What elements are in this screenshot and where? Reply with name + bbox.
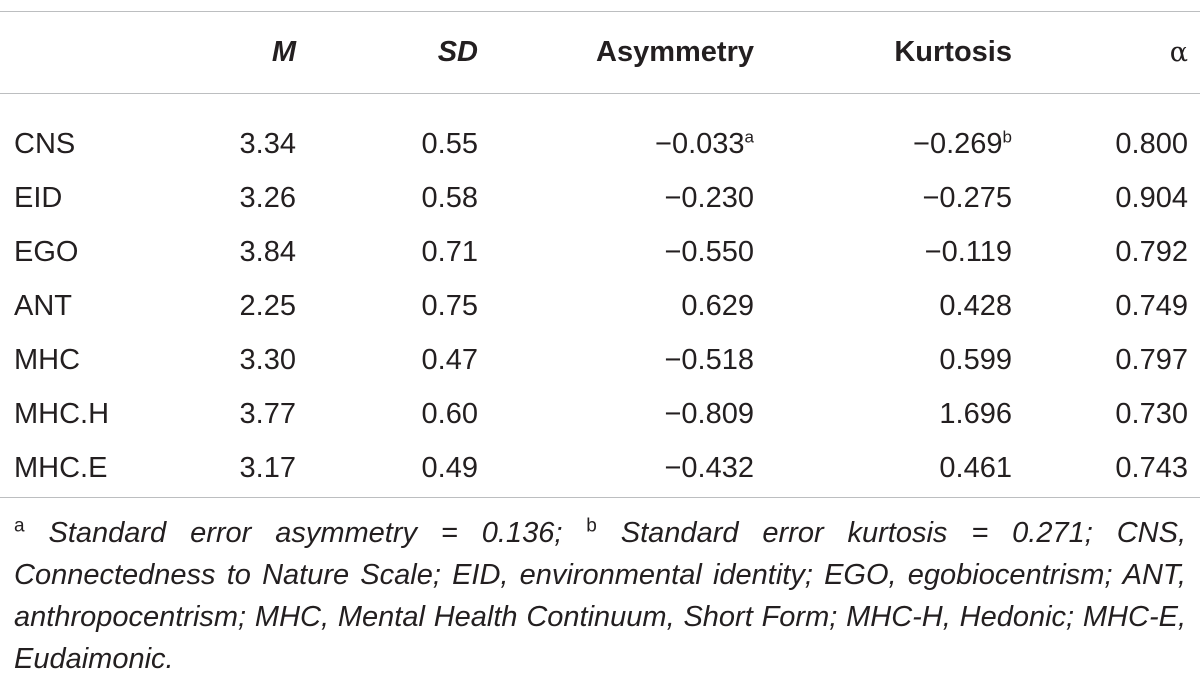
table-row: EID 3.26 0.58 −0.230 −0.275 0.904	[0, 171, 1200, 225]
table-row: MHC.E 3.17 0.49 −0.432 0.461 0.743	[0, 441, 1200, 495]
table-row: MHC.H 3.77 0.60 −0.809 1.696 0.730	[0, 387, 1200, 441]
cell-m: 3.30	[239, 343, 296, 376]
cell-asymmetry: −0.550	[664, 235, 754, 268]
cell-asymmetry: −0.230	[664, 181, 754, 214]
row-label: ANT	[14, 289, 72, 322]
cell-m: 3.17	[239, 451, 296, 484]
asymmetry-value: −0.033	[655, 127, 745, 160]
row-label: EGO	[14, 235, 79, 268]
row-label: EID	[14, 181, 63, 214]
top-rule	[0, 11, 1200, 12]
cell-kurtosis: −0.119	[924, 235, 1012, 268]
cell-kurtosis: −0.269b	[766, 93, 1024, 171]
cell-asymmetry: −0.033a	[490, 93, 766, 171]
header-row: M SD Asymmetry Kurtosis α	[0, 12, 1200, 93]
cell-m: 3.26	[239, 181, 296, 214]
cell-kurtosis: −0.275	[922, 181, 1012, 214]
kurtosis-value: −0.269	[913, 127, 1003, 160]
cell-m: 3.84	[239, 235, 296, 268]
table-row: MHC 3.30 0.47 −0.518 0.599 0.797	[0, 333, 1200, 387]
cell-kurtosis: 1.696	[939, 397, 1012, 430]
cell-kurtosis: 0.599	[939, 343, 1012, 376]
cell-alpha: 0.904	[1115, 181, 1188, 214]
cell-alpha: 0.800	[1115, 127, 1188, 160]
cell-alpha: 0.797	[1115, 343, 1188, 376]
row-label: MHC.H	[14, 397, 110, 430]
cell-sd: 0.55	[421, 127, 478, 160]
header-label	[0, 12, 180, 93]
bottom-rule	[0, 497, 1200, 498]
cell-sd: 0.49	[421, 451, 478, 484]
footnote-text-a: Standard error asymmetry = 0.136;	[24, 517, 587, 549]
cell-asymmetry: −0.432	[664, 451, 754, 484]
header-asymmetry: Asymmetry	[596, 36, 754, 68]
cell-m: 3.77	[239, 397, 296, 430]
header-alpha: α	[1169, 37, 1188, 68]
cell-m: 3.34	[239, 127, 296, 160]
table-row: CNS 3.34 0.55 −0.033a −0.269b 0.800	[0, 93, 1200, 171]
header-sd: SD	[437, 36, 478, 68]
row-label: MHC.E	[14, 451, 108, 484]
cell-asymmetry: 0.629	[681, 289, 754, 322]
table-row: EGO 3.84 0.71 −0.550 −0.119 0.792	[0, 225, 1200, 279]
table-row: ANT 2.25 0.75 0.629 0.428 0.749	[0, 279, 1200, 333]
row-label: MHC	[14, 343, 81, 376]
descriptive-statistics-table: M SD Asymmetry Kurtosis α CNS 3.34 0.55 …	[0, 12, 1200, 495]
cell-sd: 0.60	[421, 397, 478, 430]
row-label: CNS	[14, 127, 76, 160]
cell-sd: 0.47	[421, 343, 478, 376]
cell-kurtosis: 0.428	[939, 289, 1012, 322]
footnote-marker-a: a	[744, 126, 754, 146]
cell-alpha: 0.743	[1115, 451, 1188, 484]
cell-kurtosis: 0.461	[939, 451, 1012, 484]
table-footnote: a Standard error asymmetry = 0.136; b St…	[14, 512, 1186, 680]
header-m: M	[271, 36, 296, 68]
cell-asymmetry: −0.809	[664, 397, 754, 430]
cell-alpha: 0.792	[1115, 235, 1188, 268]
cell-alpha: 0.730	[1115, 397, 1188, 430]
cell-m: 2.25	[239, 289, 296, 322]
cell-sd: 0.58	[421, 181, 478, 214]
header-rule	[0, 93, 1200, 94]
cell-asymmetry: −0.518	[664, 343, 754, 376]
cell-sd: 0.71	[421, 235, 478, 268]
cell-sd: 0.75	[421, 289, 478, 322]
footnote-marker-a: a	[14, 515, 25, 537]
cell-alpha: 0.749	[1115, 289, 1188, 322]
header-kurtosis: Kurtosis	[894, 36, 1012, 68]
footnote-text-b: Standard error kurtosis = 0.271; CNS, Co…	[14, 517, 1186, 675]
footnote-marker-b: b	[1002, 126, 1012, 146]
footnote-marker-b: b	[586, 515, 597, 537]
